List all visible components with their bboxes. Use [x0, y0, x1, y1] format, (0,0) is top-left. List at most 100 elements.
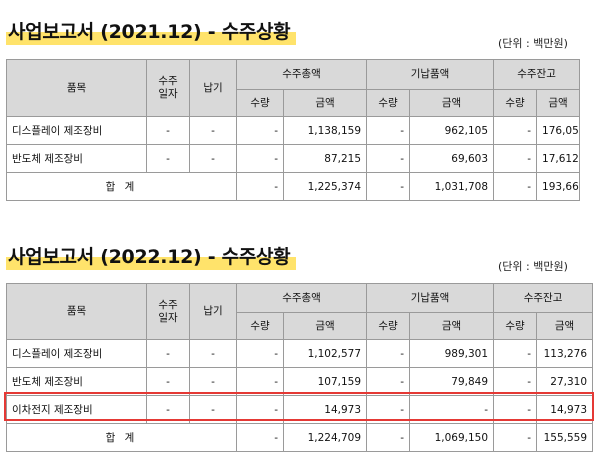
unit-label: (단위 : 백만원)	[498, 37, 568, 50]
cell-qty: -	[493, 339, 538, 368]
cell-delivery: -	[189, 367, 237, 396]
table-row: 디스플레이 제조장비 - - - 1,138,159 - 962,105 - 1…	[6, 116, 581, 145]
header-backlog: 수주잔고	[493, 59, 581, 90]
cell-amount: 1,138,159	[282, 116, 368, 145]
header-amount: 금액	[282, 312, 368, 340]
cell-order-date: -	[146, 367, 190, 396]
header-qty: 수량	[366, 89, 411, 117]
cell-delivery: -	[189, 395, 237, 424]
cell-qty: -	[236, 423, 284, 452]
cell-order-date: -	[146, 339, 190, 368]
order-status-table-2022: 품목 수주 일자 납기 수주총액 기납품액 수주잔고 수량 금액 수량 금액 수량…	[6, 283, 594, 452]
cell-amount: 1,225,374	[282, 172, 368, 201]
header-amount: 금액	[536, 89, 581, 117]
cell-qty: -	[236, 339, 284, 368]
cell-qty: -	[366, 116, 411, 145]
table-row: 디스플레이 제조장비 - - - 1,102,577 - 989,301 - 1…	[6, 339, 594, 368]
cell-amount: 176,054	[536, 116, 581, 145]
cell-amount: 193,665	[536, 172, 581, 201]
header-qty: 수량	[236, 89, 284, 117]
total-row: 합 계 - 1,225,374 - 1,031,708 - 193,665	[6, 172, 581, 201]
total-label: 합 계	[6, 172, 237, 201]
cell-qty: -	[236, 395, 284, 424]
cell-qty: -	[236, 144, 284, 173]
header-delivery-date: 납기	[189, 283, 237, 340]
report-title-text: 사업보고서 (2022.12) - 수주상황	[8, 246, 291, 268]
cell-amount: 1,224,709	[282, 423, 368, 452]
cell-item: 이차전지 제조장비	[6, 395, 147, 424]
cell-order-date: -	[146, 144, 190, 173]
header-qty: 수량	[493, 312, 538, 340]
cell-qty: -	[366, 172, 411, 201]
table-row-highlighted: 이차전지 제조장비 - - - 14,973 - - - 14,973	[6, 395, 594, 424]
header-item: 품목	[6, 283, 147, 340]
cell-qty: -	[366, 367, 411, 396]
header-amount: 금액	[282, 89, 368, 117]
table-row: 반도체 제조장비 - - - 87,215 - 69,603 - 17,612	[6, 144, 581, 173]
header-backlog: 수주잔고	[493, 283, 594, 313]
cell-qty: -	[366, 339, 411, 368]
cell-amount: 107,159	[282, 367, 368, 396]
cell-qty: -	[493, 116, 538, 145]
cell-qty: -	[366, 395, 411, 424]
cell-qty: -	[236, 116, 284, 145]
cell-amount: 27,310	[536, 367, 594, 396]
cell-item: 디스플레이 제조장비	[6, 339, 147, 368]
table-row: 반도체 제조장비 - - - 107,159 - 79,849 - 27,310	[6, 367, 594, 396]
cell-amount: 87,215	[282, 144, 368, 173]
cell-amount: 155,559	[536, 423, 594, 452]
cell-amount: 17,612	[536, 144, 581, 173]
header-amount: 금액	[536, 312, 594, 340]
cell-qty: -	[493, 144, 538, 173]
cell-qty: -	[366, 423, 411, 452]
cell-amount: 69,603	[409, 144, 495, 173]
report-title-2022: 사업보고서 (2022.12) - 수주상황	[6, 242, 297, 272]
cell-delivery: -	[189, 116, 237, 145]
header-qty: 수량	[236, 312, 284, 340]
cell-qty: -	[493, 395, 538, 424]
header-item: 품목	[6, 59, 147, 117]
cell-order-date: -	[146, 116, 190, 145]
cell-amount: -	[409, 395, 495, 424]
cell-item: 반도체 제조장비	[6, 367, 147, 396]
cell-delivery: -	[189, 339, 237, 368]
cell-qty: -	[236, 367, 284, 396]
total-label: 합 계	[6, 423, 237, 452]
header-amount: 금액	[409, 89, 495, 117]
cell-amount: 79,849	[409, 367, 495, 396]
cell-order-date: -	[146, 395, 190, 424]
cell-qty: -	[493, 172, 538, 201]
header-amount: 금액	[409, 312, 495, 340]
header-delivered-amount: 기납품액	[366, 283, 495, 313]
cell-qty: -	[366, 144, 411, 173]
cell-amount: 1,102,577	[282, 339, 368, 368]
header-order-date: 수주 일자	[146, 59, 190, 117]
header-qty: 수량	[366, 312, 411, 340]
title-highlight	[6, 257, 297, 270]
total-row: 합 계 - 1,224,709 - 1,069,150 - 155,559	[6, 423, 594, 452]
report-title-text: 사업보고서 (2021.12) - 수주상황	[8, 21, 291, 43]
header-total-order: 수주총액	[235, 59, 368, 90]
cell-amount: 113,276	[536, 339, 594, 368]
unit-label: (단위 : 백만원)	[498, 260, 568, 273]
cell-qty: -	[493, 423, 538, 452]
header-delivery-date: 납기	[189, 59, 237, 117]
cell-amount: 14,973	[282, 395, 368, 424]
report-title-2021: 사업보고서 (2021.12) - 수주상황	[6, 17, 297, 47]
cell-amount: 962,105	[409, 116, 495, 145]
cell-amount: 989,301	[409, 339, 495, 368]
cell-amount: 14,973	[536, 395, 594, 424]
cell-item: 디스플레이 제조장비	[6, 116, 147, 145]
title-highlight	[6, 32, 297, 45]
order-status-table-2021: 품목 수주 일자 납기 수주총액 기납품액 수주잔고 수량 금액 수량 금액 수량…	[6, 59, 581, 201]
cell-qty: -	[493, 367, 538, 396]
cell-qty: -	[236, 172, 284, 201]
header-delivered-amount: 기납품액	[366, 59, 495, 90]
header-order-date: 수주 일자	[146, 283, 190, 340]
header-total-order: 수주총액	[235, 283, 368, 313]
cell-amount: 1,069,150	[409, 423, 495, 452]
cell-item: 반도체 제조장비	[6, 144, 147, 173]
header-qty: 수량	[493, 89, 538, 117]
cell-amount: 1,031,708	[409, 172, 495, 201]
cell-delivery: -	[189, 144, 237, 173]
